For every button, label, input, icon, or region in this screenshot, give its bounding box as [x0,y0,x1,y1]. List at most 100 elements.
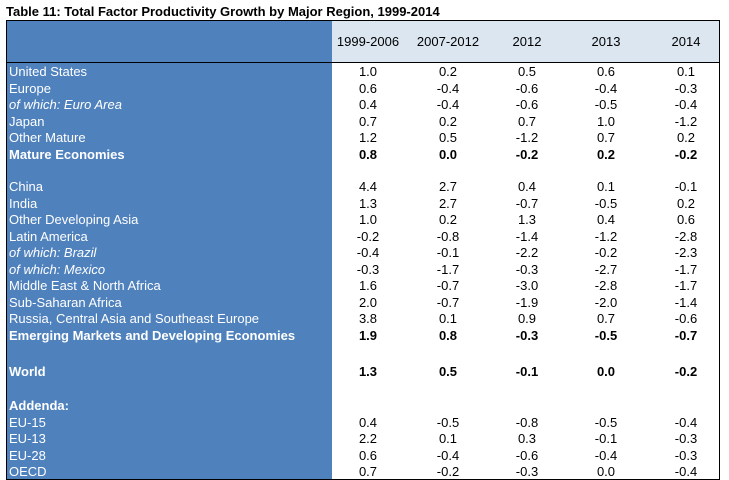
table-row: Sub-Saharan Africa 2.0 -0.7 -1.9 -2.0 -1.4 [7,294,719,311]
table-row: India 1.3 2.7 -0.7 -0.5 0.2 [7,195,719,212]
table-cell: -1.7 [674,261,698,277]
table-cell: 4.4 [358,179,378,194]
table-cell: 0.6 [358,447,378,463]
table-title: Table 11: Total Factor Productivity Grow… [6,4,440,19]
table-cell: -0.3 [674,80,698,96]
table-cell: 0.7 [358,464,378,479]
row-label: Japan [9,113,45,129]
table-cell: -0.6 [515,97,539,112]
table-cell: -0.2 [594,245,618,260]
table-row: of which: Brazil -0.4 -0.1 -2.2 -0.2 -2.3 [7,244,719,261]
table-cell: -2.8 [594,278,618,293]
column-header: 2012 [512,34,542,49]
table-cell: 0.4 [358,97,378,112]
row-label: Addenda: [9,398,69,413]
table-cell: 0.6 [358,80,378,96]
table-row: United States 1.0 0.2 0.5 0.6 0.1 [7,63,719,80]
column-header: 2007-2012 [416,34,480,49]
table-cell: 1.6 [358,278,378,293]
table-cell: 0.5 [438,130,458,145]
row-label: EU-15 [9,414,46,430]
table-cell: -0.1 [436,245,460,260]
table-cell: -1.2 [594,228,618,244]
table-cell: -0.6 [515,80,539,96]
table-cell: 0.4 [517,179,537,194]
table-cell: -0.4 [594,447,618,463]
table-cell: -1.7 [436,261,460,277]
table-cell: 2.7 [438,179,458,194]
table-cell: -0.5 [594,195,618,211]
table-cell: 0.2 [438,64,458,79]
table-row: China 4.4 2.7 0.4 0.1 -0.1 [7,178,719,195]
row-label: Other Developing Asia [9,212,139,227]
table-cell: 0.2 [438,212,458,227]
table-cell: -0.4 [674,97,698,112]
table-cell: -1.9 [515,294,539,310]
table-cell: -2.0 [594,294,618,310]
table-row: Mature Economies 0.8 0.0 -0.2 0.2 -0.2 [7,146,719,163]
table-cell: 0.7 [596,311,616,326]
table-cell: -0.4 [436,80,460,96]
table-cell: -0.7 [674,328,698,343]
table-cell: 0.0 [596,364,616,379]
table-cell: -1.2 [515,130,539,145]
row-label: Emerging Markets and Developing Economie… [9,328,296,343]
table-cell: -1.4 [674,294,698,310]
table-cell: 0.2 [676,195,696,211]
table-cell: 0.7 [596,130,616,145]
table-cell: 0.9 [517,311,537,326]
table-cell: 1.9 [358,328,378,343]
table-cell: -0.8 [436,228,460,244]
table-cell: 0.2 [676,130,696,145]
table-row: Other Mature 1.2 0.5 -1.2 0.7 0.2 [7,129,719,146]
table-cell: 1.3 [358,195,378,211]
table-cell: -0.2 [674,147,698,162]
table-cell: -0.4 [674,414,698,430]
table-cell: 0.2 [438,113,458,129]
table-cell: -0.4 [436,97,460,112]
table-cell: 0.1 [596,179,616,194]
column-header: 2014 [671,34,701,49]
header-stub [7,21,332,62]
table-cell: -0.4 [436,447,460,463]
table-cell: -0.3 [515,464,539,479]
row-label: Other Mature [9,130,86,145]
table-cell: -0.5 [594,328,618,343]
table-cell: 0.7 [358,113,378,129]
table-cell: 0.4 [596,212,616,227]
column-header: 2013 [591,34,621,49]
table-row: Emerging Markets and Developing Economie… [7,327,719,344]
table-cell: -1.4 [515,228,539,244]
row-label: World [9,364,46,379]
table-cell: 0.2 [596,147,616,162]
table-cell: -0.1 [594,431,618,446]
table-cell: 0.5 [438,364,458,379]
table-row: Japan 0.7 0.2 0.7 1.0 -1.2 [7,113,719,130]
table-cell: -0.5 [594,97,618,112]
table-cell: -0.7 [515,195,539,211]
table-cell: 0.5 [517,64,537,79]
table-row: Other Developing Asia 1.0 0.2 1.3 0.4 0.6 [7,211,719,228]
table-cell: -0.3 [674,447,698,463]
row-label: of which: Euro Area [9,97,122,112]
table-cell: 0.4 [358,414,378,430]
table-cell: 1.2 [358,130,378,145]
table-cell: 3.8 [358,311,378,326]
table-cell: -0.3 [356,261,380,277]
row-label: of which: Brazil [9,245,97,260]
table-cell: -1.2 [674,113,698,129]
table-cell: 1.0 [358,212,378,227]
table-row: EU-13 2.2 0.1 0.3 -0.1 -0.3 [7,430,719,447]
table-cell: 1.0 [596,113,616,129]
table-cell: 0.8 [438,328,458,343]
table-cell: -0.6 [515,447,539,463]
table-cell: 2.7 [438,195,458,211]
table-cell: 1.3 [517,212,537,227]
table-row: Addenda: [7,397,719,414]
row-label-column [7,21,332,479]
row-label: Middle East & North Africa [9,278,161,293]
table-cell: -1.7 [674,278,698,293]
row-label: Europe [9,80,51,96]
row-label: Sub-Saharan Africa [9,294,122,310]
table-cell: 0.1 [676,64,696,79]
